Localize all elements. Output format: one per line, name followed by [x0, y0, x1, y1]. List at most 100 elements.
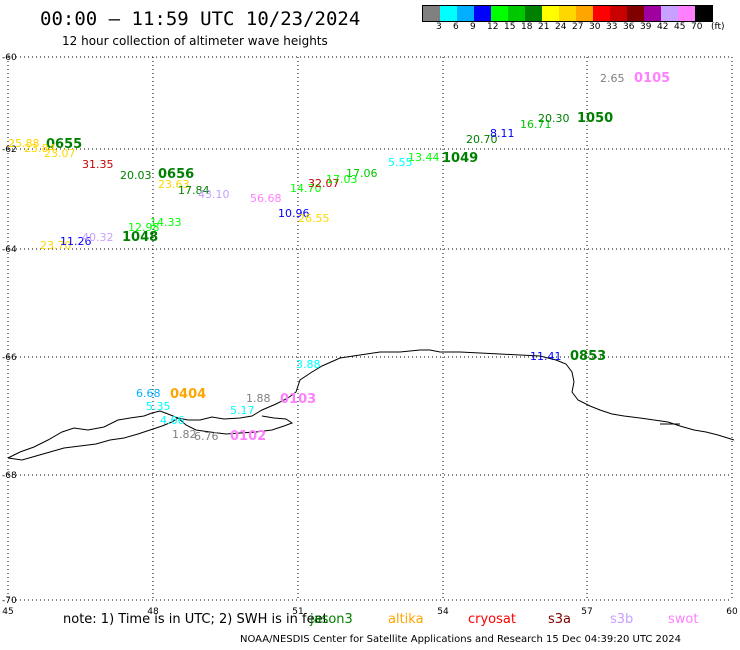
- lon-tick-label: 45: [2, 607, 13, 617]
- color-swatch: [695, 6, 712, 21]
- color-scale-label: 42: [657, 22, 669, 32]
- wave-height-value: 40.32: [82, 231, 114, 244]
- wave-height-color-scale: [422, 5, 713, 22]
- satellite-legend-item: altika: [388, 612, 424, 627]
- wave-height-value: 12.98: [128, 221, 160, 234]
- color-swatch: [440, 6, 457, 21]
- satellite-legend-item: s3b: [610, 612, 634, 627]
- color-scale-label: 45: [674, 22, 686, 32]
- wave-height-value: 8.11: [490, 127, 515, 140]
- color-scale-label: 39: [640, 22, 652, 32]
- map-note: note: 1) Time is in UTC; 2) SWH is in fe…: [63, 612, 328, 627]
- color-scale-label: 24: [555, 22, 567, 32]
- wave-height-value: 5.35: [146, 400, 171, 413]
- wave-height-value: 20.70: [466, 133, 498, 146]
- color-scale-label: 18: [521, 22, 533, 32]
- color-scale-label: 33: [606, 22, 618, 32]
- color-swatch: [661, 6, 678, 21]
- lat-tick-label: -60: [2, 53, 17, 63]
- lat-tick-label: -68: [2, 471, 17, 481]
- color-scale-label: 36: [623, 22, 635, 32]
- color-swatch: [559, 6, 576, 21]
- wave-height-value: 23.70: [40, 239, 72, 252]
- wave-height-value: 32.07: [308, 177, 340, 190]
- wave-height-value: 11.26: [60, 235, 92, 248]
- lat-tick-label: -66: [2, 353, 17, 363]
- color-scale-label: 21: [538, 22, 550, 32]
- wave-height-value: 25.88: [8, 137, 40, 150]
- wave-height-value: 6.76: [194, 430, 219, 443]
- wave-height-value: 26.55: [298, 212, 330, 225]
- color-swatch: [491, 6, 508, 21]
- wave-height-value: 43.10: [198, 188, 230, 201]
- lat-tick-label: -64: [2, 245, 17, 255]
- map-subtitle: 12 hour collection of altimeter wave hei…: [62, 34, 328, 48]
- color-scale-label: 6: [453, 22, 459, 32]
- wave-height-value: 14.70: [290, 182, 322, 195]
- wave-height-value: 17.03: [326, 173, 358, 186]
- pass-time-label: 1048: [122, 230, 158, 245]
- color-scale-label: 30: [589, 22, 601, 32]
- wave-height-value: 3.88: [296, 358, 321, 371]
- wave-height-value: 10.96: [278, 207, 310, 220]
- color-swatch: [627, 6, 644, 21]
- wave-height-labels: 0655 0656 1048 1049 1050 0853 0105 0103 0102 0404…: [8, 71, 670, 444]
- wave-height-value: 23.84: [24, 142, 56, 155]
- pass-time-label: 0656: [158, 167, 194, 182]
- wave-height-value: 16.71: [520, 118, 552, 131]
- wave-height-value: 31.35: [82, 158, 114, 171]
- color-scale-unit: (ft): [711, 22, 725, 32]
- color-swatch: [593, 6, 610, 21]
- color-scale-label: 3: [436, 22, 442, 32]
- lon-tick-label: 60: [726, 607, 738, 617]
- wave-height-value: 5.17: [230, 404, 255, 417]
- pass-time-label: 0105: [634, 71, 670, 86]
- wave-height-value: 5.55: [388, 156, 413, 169]
- wave-height-value: 1.88: [246, 392, 271, 405]
- coastline-bay: [177, 415, 294, 435]
- lat-tick-label: -62: [2, 145, 17, 155]
- map-title: 00:00 – 11:59 UTC 10/23/2024: [40, 8, 361, 30]
- color-scale-label: 9: [470, 22, 476, 32]
- pass-time-label: 1050: [577, 111, 613, 126]
- color-swatch: [678, 6, 695, 21]
- wave-height-value: 2.65: [600, 72, 625, 85]
- axis-tick-labels: 45 48 51 54 57 60 -60 -62 -64 -66 -68 -70: [2, 53, 738, 617]
- pass-time-label: 0404: [170, 387, 206, 402]
- lat-tick-label: -70: [2, 596, 17, 606]
- wave-height-value: 17.84: [178, 184, 210, 197]
- pass-time-label: 0102: [230, 429, 266, 444]
- wave-height-value: 11.41: [530, 350, 562, 363]
- color-scale-label: 15: [504, 22, 516, 32]
- lon-tick-label: 54: [437, 607, 449, 617]
- wave-height-value: 13.44: [408, 151, 440, 164]
- color-swatch: [423, 6, 440, 21]
- satellite-legend-item: s3a: [548, 612, 572, 627]
- color-swatch: [474, 6, 491, 21]
- satellite-legend-item: cryosat: [468, 612, 516, 627]
- coastline: [7, 349, 735, 459]
- satellite-legend-item: swot: [668, 612, 699, 627]
- wave-height-value: 6.68: [136, 387, 161, 400]
- lon-tick-label: 48: [147, 607, 159, 617]
- wave-height-value: 20.03: [120, 169, 152, 182]
- wave-height-value: 17.06: [346, 167, 378, 180]
- color-swatch: [610, 6, 627, 21]
- pass-time-label: 0655: [46, 137, 82, 152]
- wave-height-value: 23.63: [158, 178, 190, 191]
- lat-lon-grid: [7, 56, 733, 601]
- satellite-legend-item: jason3: [310, 612, 353, 627]
- color-swatch: [576, 6, 593, 21]
- pass-time-label: 1049: [442, 151, 478, 166]
- wave-height-value: 20.30: [538, 112, 570, 125]
- color-scale-label: 27: [572, 22, 584, 32]
- color-swatch: [525, 6, 542, 21]
- color-swatch: [542, 6, 559, 21]
- color-scale-label: 70: [691, 22, 703, 32]
- pass-time-label: 0103: [280, 392, 316, 407]
- coastline-west: [7, 417, 179, 461]
- wave-height-value: 56.68: [250, 192, 282, 205]
- color-swatch: [644, 6, 661, 21]
- wave-height-value: 23.07: [44, 147, 76, 160]
